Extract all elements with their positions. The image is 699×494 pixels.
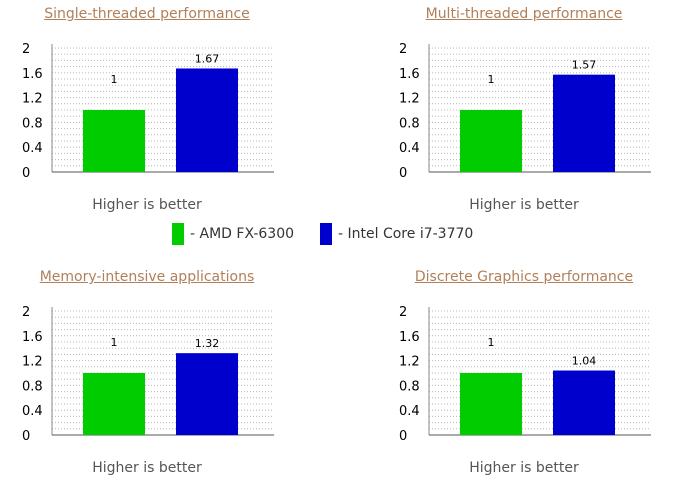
y-tick-label: 1.2: [399, 355, 420, 370]
bar-amd[interactable]: [460, 373, 522, 435]
legend-item-intel: - Intel Core i7-3770: [320, 223, 473, 245]
bar-value-label: 1: [111, 73, 118, 86]
chart-panel-memory-intensive: Memory-intensive applications 0 0.4 0.8 1.2…: [0, 263, 300, 476]
chart-footnote: Higher is better: [92, 460, 202, 476]
chart-title[interactable]: Memory-intensive applications: [39, 269, 255, 285]
y-tick-label: 0: [22, 429, 30, 444]
y-tick-label: 0.8: [22, 116, 43, 131]
chart-footnote: Higher is better: [469, 460, 579, 476]
bar-value-label: 1.57: [572, 59, 597, 72]
chart-plot: 0 0.4 0.8 1.2 1.6 2 1 1.32: [22, 305, 274, 444]
y-tick-label: 0: [22, 166, 30, 181]
y-tick-label: 0.4: [22, 141, 43, 156]
y-tick-label: 0.8: [399, 379, 420, 394]
bar-amd[interactable]: [83, 373, 145, 435]
bar-value-label: 1: [488, 336, 495, 349]
y-tick-label: 0: [399, 429, 407, 444]
chart-title[interactable]: Discrete Graphics performance: [414, 269, 634, 285]
y-tick-label: 0.8: [399, 116, 420, 131]
y-tick-label: 1.6: [22, 67, 43, 82]
y-tick-label: 1.2: [22, 92, 43, 107]
y-tick-label: 0.4: [399, 404, 420, 419]
legend-label-amd: - AMD FX-6300: [190, 226, 295, 242]
y-tick-label: 1.6: [399, 67, 420, 82]
bar-intel[interactable]: [553, 74, 615, 172]
chart-title[interactable]: Multi-threaded performance: [425, 6, 623, 22]
y-tick-label: 1.2: [399, 92, 420, 107]
chart-panel-discrete-graphics: Discrete Graphics performance 0 0.4 0.8 1.2…: [377, 263, 677, 476]
y-tick-label: 2: [22, 305, 30, 320]
bar-intel[interactable]: [553, 370, 615, 435]
y-tick-label: 1.6: [22, 330, 43, 345]
y-tick-label: 0.4: [399, 141, 420, 156]
y-tick-label: 0.4: [22, 404, 43, 419]
y-tick-label: 2: [399, 305, 407, 320]
bar-value-label: 1.67: [195, 52, 220, 65]
y-tick-label: 0: [399, 166, 407, 181]
chart-title[interactable]: Single-threaded performance: [44, 6, 250, 22]
y-tick-label: 2: [399, 42, 407, 57]
legend-swatch-intel: [320, 223, 333, 245]
legend-item-amd: - AMD FX-6300: [172, 223, 294, 245]
chart-footnote: Higher is better: [469, 197, 579, 213]
chart-panel-multi-threaded: Multi-threaded performance 0 0.4 0.8 1.2 1.6…: [377, 0, 677, 213]
y-tick-label: 0.8: [22, 379, 43, 394]
bar-value-label: 1.04: [572, 355, 597, 368]
legend-swatch-amd: [172, 223, 184, 245]
bar-value-label: 1: [488, 73, 495, 86]
chart-plot: 0 0.4 0.8 1.2 1.6 2 1 1.67: [22, 42, 274, 181]
y-tick-label: 2: [22, 42, 30, 57]
chart-legend: - AMD FX-6300 - Intel Core i7-3770: [172, 222, 499, 246]
legend-label-intel: - Intel Core i7-3770: [338, 226, 474, 242]
y-tick-label: 1.2: [22, 355, 43, 370]
chart-panel-single-threaded: Single-threaded performance 0 0.4 0.8 1.2 1.…: [0, 0, 300, 213]
bar-intel[interactable]: [176, 68, 238, 172]
bar-value-label: 1: [111, 336, 118, 349]
chart-footnote: Higher is better: [92, 197, 202, 213]
chart-plot: 0 0.4 0.8 1.2 1.6 2 1 1.57: [399, 42, 651, 181]
chart-plot: 0 0.4 0.8 1.2 1.6 2 1 1.04: [399, 305, 651, 444]
bar-amd[interactable]: [83, 110, 145, 172]
bar-value-label: 1.32: [195, 337, 220, 350]
y-tick-label: 1.6: [399, 330, 420, 345]
bar-amd[interactable]: [460, 110, 522, 172]
bar-intel[interactable]: [176, 353, 238, 435]
